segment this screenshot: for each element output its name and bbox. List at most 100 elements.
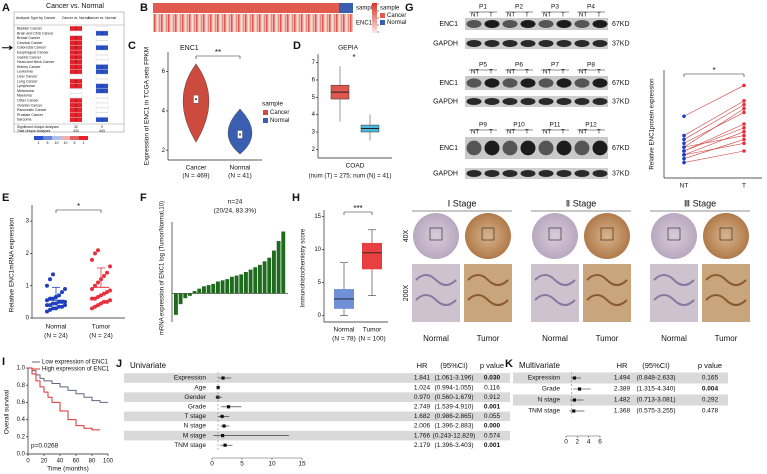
cell-value: 1 bbox=[101, 46, 103, 50]
band bbox=[556, 170, 572, 177]
blot bbox=[465, 18, 608, 30]
cell-frame bbox=[95, 102, 109, 108]
cell bbox=[70, 64, 82, 70]
patient-label: P7 bbox=[551, 62, 559, 69]
tissue-label: Tumor bbox=[477, 334, 500, 343]
legend-swatch bbox=[34, 136, 43, 140]
x-axis-label: COAD bbox=[346, 163, 365, 170]
point bbox=[96, 303, 100, 308]
x-tick-label: 0 bbox=[26, 459, 30, 465]
ci-value: (0.848-2.633) bbox=[636, 375, 675, 382]
x-tick-label: 20 bbox=[41, 459, 48, 465]
column-header: p value bbox=[698, 361, 722, 370]
column-header: Cancer vs. Normal bbox=[88, 16, 116, 20]
row-name: T stage bbox=[184, 413, 206, 420]
patient-label: P1 bbox=[479, 4, 487, 11]
x-tick-label: 5 bbox=[240, 461, 244, 468]
p-value: 0.912 bbox=[484, 394, 501, 401]
significance: * bbox=[77, 202, 80, 211]
point bbox=[90, 306, 94, 311]
ci-value: (0.575-3.255) bbox=[636, 408, 675, 415]
band bbox=[574, 98, 590, 105]
pair-line bbox=[683, 127, 745, 152]
cell-value: 2 bbox=[75, 108, 77, 112]
band bbox=[466, 20, 482, 28]
cancer-name: Lymphoma bbox=[17, 84, 35, 88]
lane-label: NT bbox=[543, 70, 551, 76]
point bbox=[102, 299, 106, 304]
cancer-name: Kidney Cancer bbox=[17, 65, 41, 69]
point bbox=[105, 299, 109, 304]
cell-frame bbox=[95, 93, 109, 99]
x-count-label: (N = 24) bbox=[89, 333, 113, 340]
band bbox=[592, 40, 608, 47]
tissue-label: Normal bbox=[661, 334, 687, 343]
tissue-core bbox=[584, 213, 630, 259]
cell bbox=[70, 45, 82, 50]
band bbox=[484, 78, 500, 88]
panel-label: K bbox=[505, 358, 513, 370]
point bbox=[682, 153, 686, 157]
point bbox=[60, 299, 64, 304]
y-tick-label: 2 bbox=[162, 148, 166, 154]
point bbox=[45, 309, 49, 314]
tissue-label: Normal bbox=[423, 334, 449, 343]
bar bbox=[192, 291, 197, 294]
band bbox=[538, 20, 554, 28]
cell-frame bbox=[95, 26, 109, 31]
significance: * bbox=[352, 53, 355, 62]
cell-value: 1 bbox=[75, 41, 77, 45]
band bbox=[520, 40, 536, 47]
legend-swatch bbox=[380, 13, 385, 18]
bar bbox=[253, 267, 258, 294]
tissue-zoom bbox=[583, 264, 631, 322]
pair-line bbox=[683, 150, 745, 163]
hr-value: 2.749 bbox=[414, 404, 431, 411]
panel-title: ENC1 bbox=[180, 45, 199, 52]
point bbox=[96, 280, 100, 285]
table-header: Analysis Type by Cancer bbox=[16, 16, 56, 20]
panel-label: B bbox=[140, 2, 148, 14]
lane-label: NT bbox=[543, 13, 551, 19]
pair-line bbox=[683, 112, 745, 144]
band bbox=[502, 140, 518, 156]
column-header: (95%CI) bbox=[642, 361, 670, 370]
point bbox=[105, 270, 109, 275]
point bbox=[57, 299, 61, 304]
cancer-name: Bladder Cancer bbox=[17, 26, 43, 30]
hr-value: 1.841 bbox=[414, 375, 431, 382]
arrow bbox=[2, 45, 13, 51]
panel-label: G bbox=[405, 2, 414, 14]
x-tick-label: Tumor bbox=[363, 327, 382, 334]
patient-label: P12 bbox=[585, 122, 597, 129]
cell-value: 1 bbox=[75, 50, 77, 54]
band bbox=[466, 140, 482, 156]
protein-label: GAPDH bbox=[433, 40, 458, 47]
point bbox=[99, 301, 103, 306]
cell-value: 2 bbox=[75, 79, 77, 83]
x-count-label: (N = 100) bbox=[358, 336, 385, 343]
cancer-name: Breast Cancer bbox=[17, 36, 41, 40]
point bbox=[742, 110, 746, 115]
lane-label: NT bbox=[471, 70, 479, 76]
cell-frame bbox=[95, 98, 109, 103]
significance: ** bbox=[215, 48, 221, 57]
annotation: (20/24, 83.3%) bbox=[214, 208, 257, 215]
band bbox=[556, 140, 572, 156]
point bbox=[63, 299, 67, 304]
cell-frame bbox=[69, 93, 83, 99]
protein-label: GAPDH bbox=[433, 98, 458, 105]
point bbox=[48, 296, 52, 301]
median bbox=[239, 133, 241, 136]
band bbox=[574, 140, 590, 156]
tissue-core bbox=[532, 213, 578, 259]
footer-value: 434 bbox=[73, 129, 79, 133]
patient-label: P6 bbox=[515, 62, 523, 69]
x-tick-label: Tumor bbox=[92, 324, 111, 331]
point bbox=[63, 303, 67, 308]
size-label: 67KD bbox=[612, 21, 630, 28]
band bbox=[592, 140, 608, 156]
zoom-box bbox=[548, 227, 562, 241]
cancer-name: Melanoma bbox=[17, 89, 34, 93]
ci-value: (1.315-4.340) bbox=[636, 386, 675, 393]
